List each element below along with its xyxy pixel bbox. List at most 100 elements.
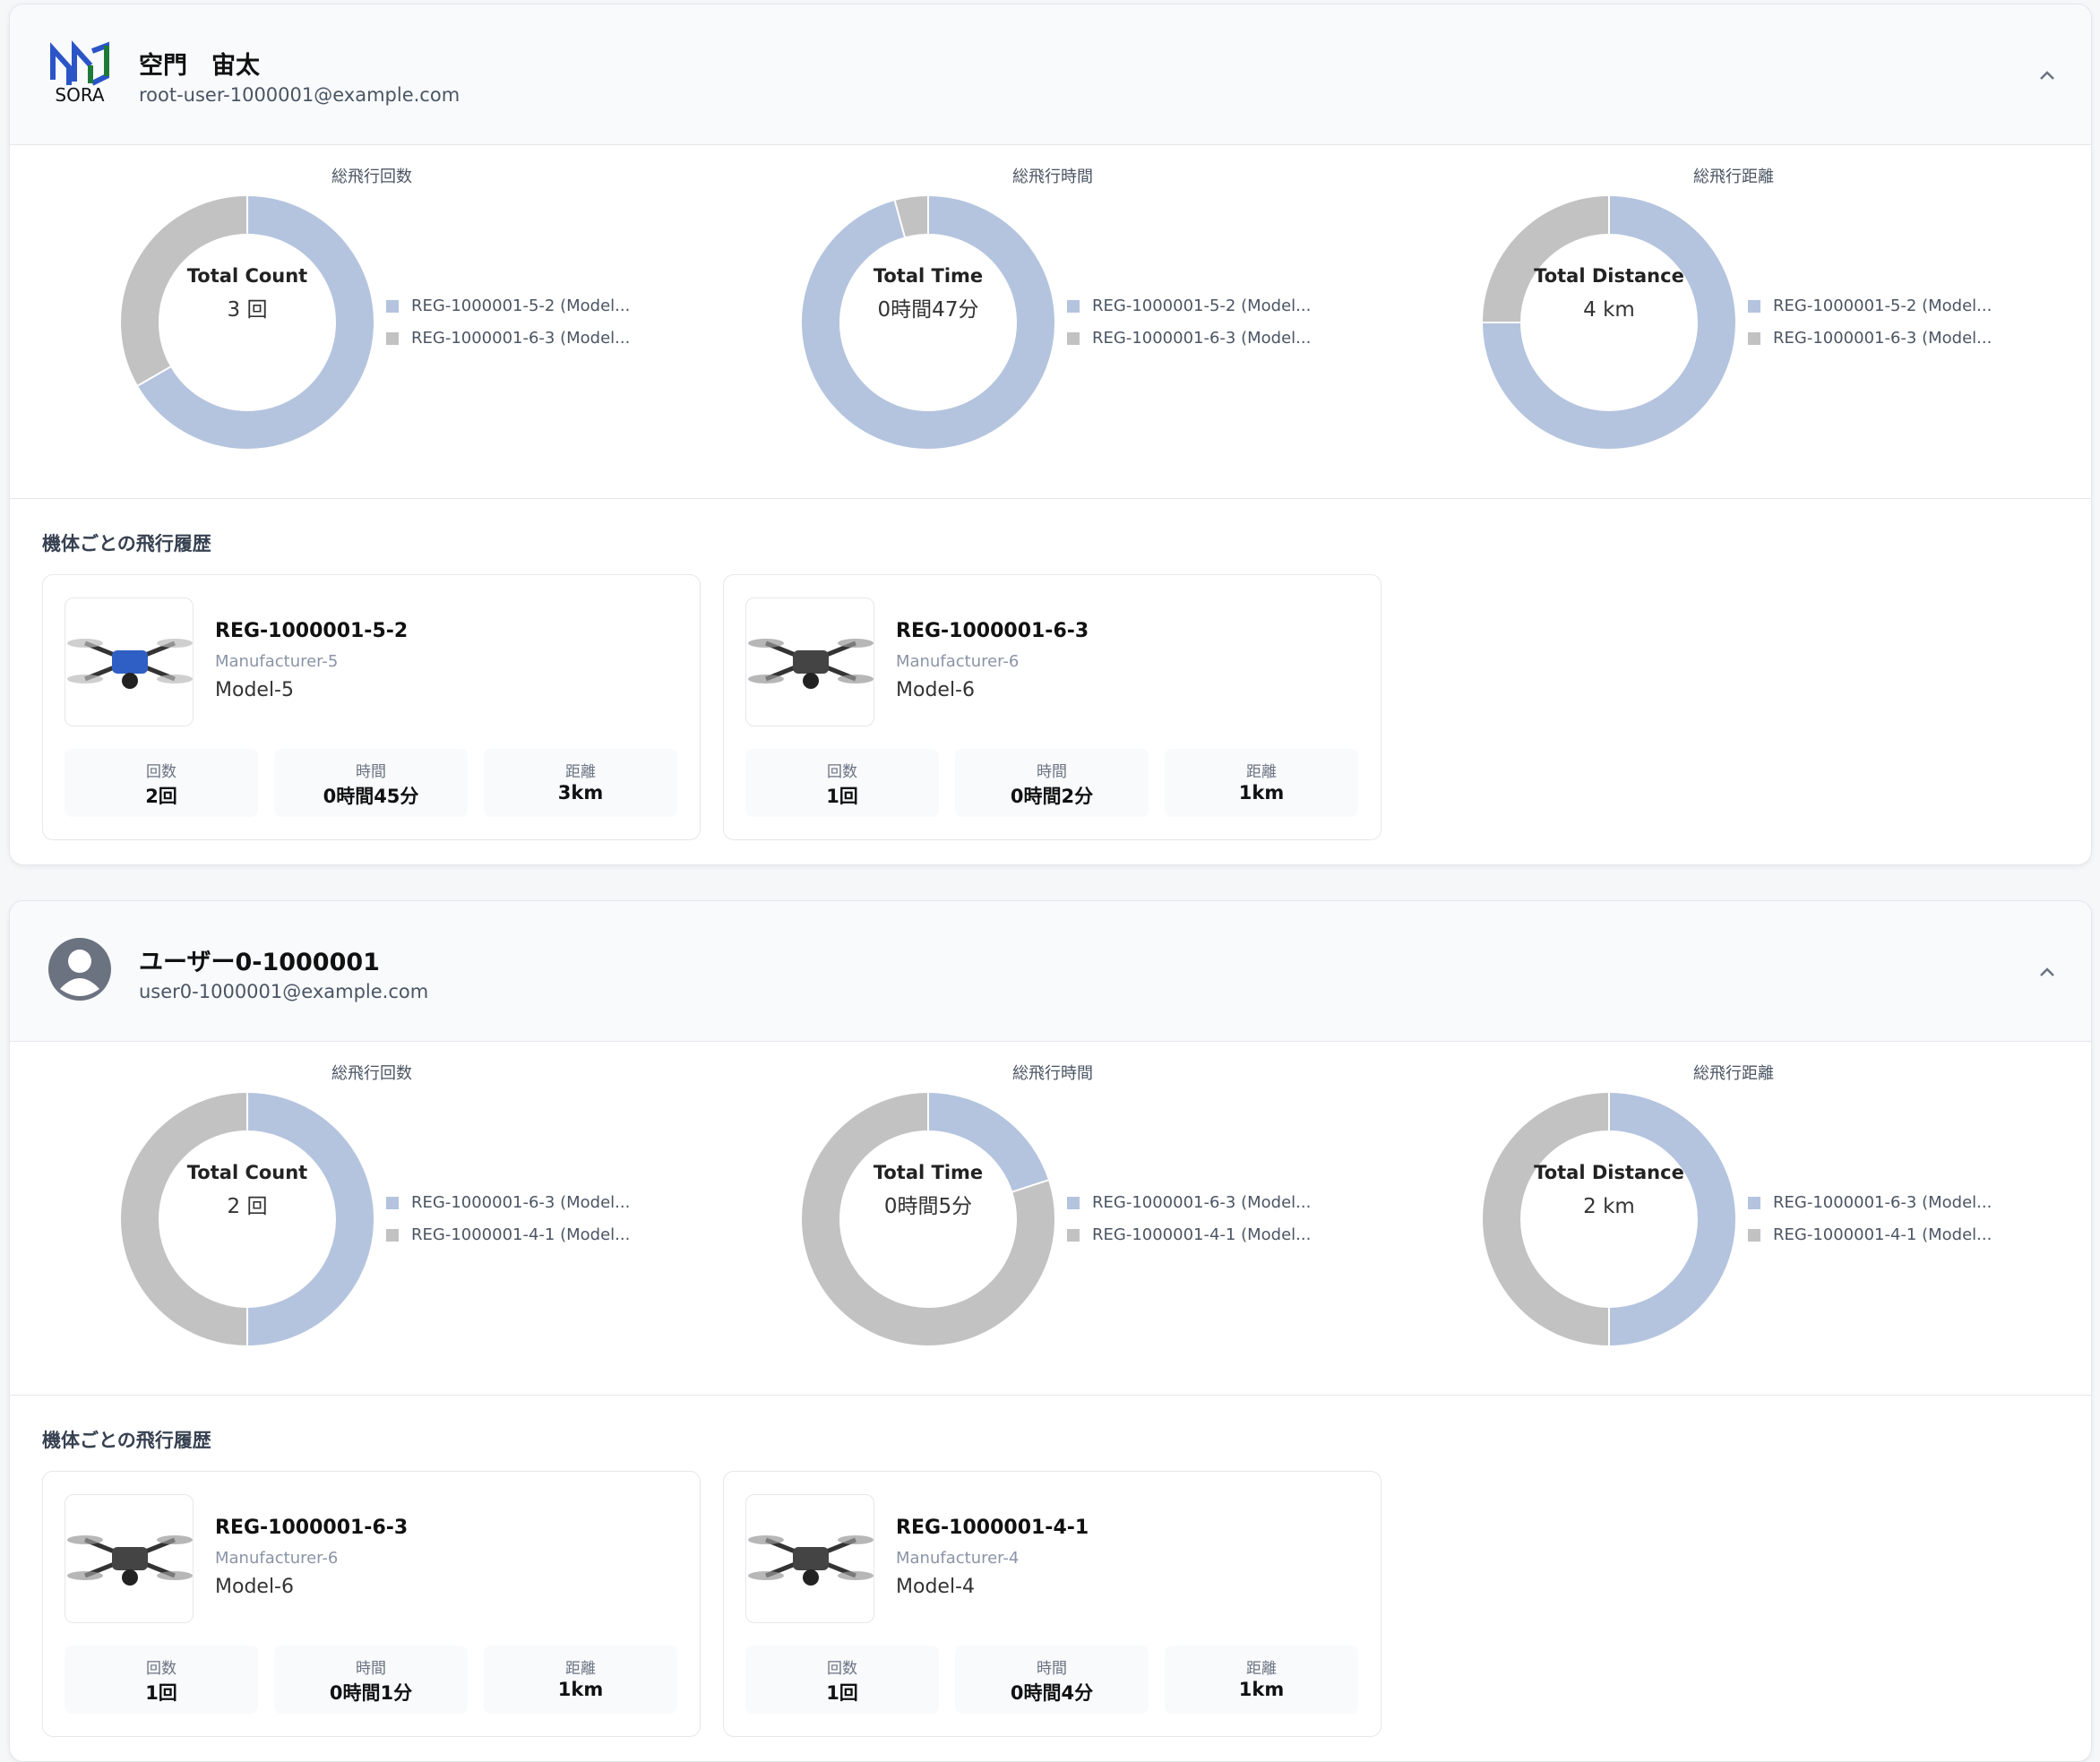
drone-rotor	[67, 675, 103, 683]
drone-rotor	[838, 1535, 874, 1544]
stat-value: 1回	[145, 1682, 177, 1704]
stat-box: 距離 1km	[484, 1646, 677, 1714]
drone-shape	[67, 639, 193, 689]
legend-label: REG-1000001-6-3 (Model...	[1773, 329, 1992, 348]
model: Model-6	[215, 1576, 294, 1598]
stat-box: 距離 1km	[1165, 749, 1358, 817]
segment-divider	[893, 200, 906, 237]
center-label: Total Distance	[1534, 265, 1684, 287]
stat-label: 距離	[565, 1660, 596, 1678]
stat-box: 時間 0時間45分	[274, 749, 468, 817]
user-name: 空門 宙太	[139, 52, 260, 80]
stat-value: 1km	[1238, 782, 1285, 804]
chevron-icon	[2040, 967, 2054, 976]
stat-label: 距離	[1246, 1660, 1277, 1678]
stat-label: 時間	[356, 763, 386, 781]
stat-label: 時間	[1037, 763, 1067, 781]
legend-swatch	[1748, 1197, 1760, 1209]
legend-label: REG-1000001-6-3 (Model...	[1773, 1193, 1992, 1212]
logo-mark	[50, 40, 109, 86]
legend-swatch	[1748, 332, 1760, 345]
stat-box: 時間 0時間4分	[955, 1646, 1149, 1714]
stat-label: 回数	[827, 763, 857, 781]
drone-shape	[67, 1535, 193, 1586]
collapse-toggle[interactable]	[2036, 65, 2058, 87]
donut-svg: Total Distance 4 km	[1483, 196, 1735, 449]
aircraft-image-box	[745, 597, 874, 726]
center-value: 3 回	[228, 298, 268, 322]
drone-rotor	[67, 1535, 103, 1544]
stat-value: 1km	[557, 1679, 604, 1700]
user-name: ユーザー0-1000001	[139, 949, 380, 976]
stat-value: 0時間1分	[329, 1682, 413, 1704]
legend-swatch	[386, 300, 399, 313]
chart-title: 総飛行距離	[1693, 1064, 1774, 1083]
drone-rotor	[67, 639, 103, 648]
divider	[10, 1395, 2091, 1396]
donut-segment	[1483, 196, 1735, 449]
user-header[interactable]	[10, 901, 2091, 1042]
registration: REG-1000001-6-3	[215, 1517, 409, 1539]
aircraft-image	[748, 1535, 874, 1586]
legend-label: REG-1000001-6-3 (Model...	[1092, 1193, 1312, 1212]
center-value: 4 km	[1583, 298, 1635, 322]
legend-swatch	[386, 1197, 399, 1209]
legend-swatch	[1748, 300, 1760, 313]
stat-box: 距離 3km	[484, 749, 677, 817]
drone-rotor	[748, 1535, 784, 1544]
legend-swatch	[1067, 1229, 1080, 1242]
donut-segment	[1483, 1093, 1610, 1345]
center-label: Total Count	[187, 265, 307, 287]
donut-chart: Total Time 0時間47分	[798, 193, 1058, 452]
user-email: user0-1000001@example.com	[139, 981, 429, 1002]
stat-value: 0時間45分	[323, 786, 419, 807]
legend-label: REG-1000001-5-2 (Model...	[1773, 297, 1992, 315]
aircraft-card[interactable]: REG-1000001-6-3 Manufacturer-6 Model-6 回数 1回…	[723, 574, 1381, 840]
avatar: SORA	[47, 40, 112, 106]
stat-box: 距離 1km	[1165, 1646, 1358, 1714]
drone-rotor	[748, 1571, 784, 1580]
legend-swatch	[386, 332, 399, 345]
user-card: SORA 空門 宙太 root-user-1000001@example.com 総飛…	[9, 4, 2092, 865]
donut-svg: Total Count 3 回	[121, 196, 374, 449]
aircraft-image-box	[745, 1494, 874, 1623]
aircraft-card[interactable]: REG-1000001-4-1 Manufacturer-4 Model-4 回数 1回…	[723, 1471, 1381, 1737]
drone-rotor	[67, 1571, 103, 1580]
drone-rotor	[748, 675, 784, 683]
stat-label: 距離	[565, 763, 596, 781]
donut-chart: Total Distance 4 km	[1479, 193, 1739, 452]
drone-shape	[748, 1535, 874, 1586]
drone-body	[793, 650, 829, 674]
user-card: ユーザー0-1000001 user0-1000001@example.com 総飛…	[9, 900, 2092, 1762]
donut-segment	[137, 196, 374, 449]
donut-svg: Total Distance 2 km	[1483, 1093, 1735, 1345]
stat-box: 時間 0時間1分	[274, 1646, 468, 1714]
legend-swatch	[1067, 1197, 1080, 1209]
center-label: Total Count	[187, 1162, 307, 1183]
user-header[interactable]	[10, 4, 2091, 145]
aircraft-image	[67, 639, 193, 689]
legend-label: REG-1000001-4-1 (Model...	[411, 1225, 631, 1244]
drone-body	[793, 1547, 829, 1570]
drone-rotor	[157, 675, 193, 683]
chart-title: 総飛行時間	[1012, 1064, 1093, 1083]
manufacturer: Manufacturer-4	[896, 1549, 1020, 1568]
drone-rotor	[838, 1571, 874, 1580]
stat-value: 1回	[826, 786, 858, 807]
center-label: Total Time	[874, 265, 983, 287]
logo-mark	[88, 46, 109, 83]
aircraft-card[interactable]: REG-1000001-6-3 Manufacturer-6 Model-6 回数 1回…	[42, 1471, 701, 1737]
donut-chart: Total Distance 2 km	[1479, 1089, 1739, 1349]
drone-rotor	[838, 639, 874, 648]
collapse-toggle[interactable]	[2036, 962, 2058, 984]
legend-swatch	[1067, 300, 1080, 313]
aircraft-image	[67, 1535, 193, 1586]
aircraft-card[interactable]: REG-1000001-5-2 Manufacturer-5 Model-5 回数 2回…	[42, 574, 701, 840]
drone-camera	[122, 673, 138, 689]
legend-label: REG-1000001-5-2 (Model...	[411, 297, 631, 315]
aircraft-image-box	[65, 597, 194, 726]
donut-chart: Total Time 0時間5分	[798, 1089, 1058, 1349]
legend-swatch	[386, 1229, 399, 1242]
manufacturer: Manufacturer-5	[215, 652, 339, 671]
